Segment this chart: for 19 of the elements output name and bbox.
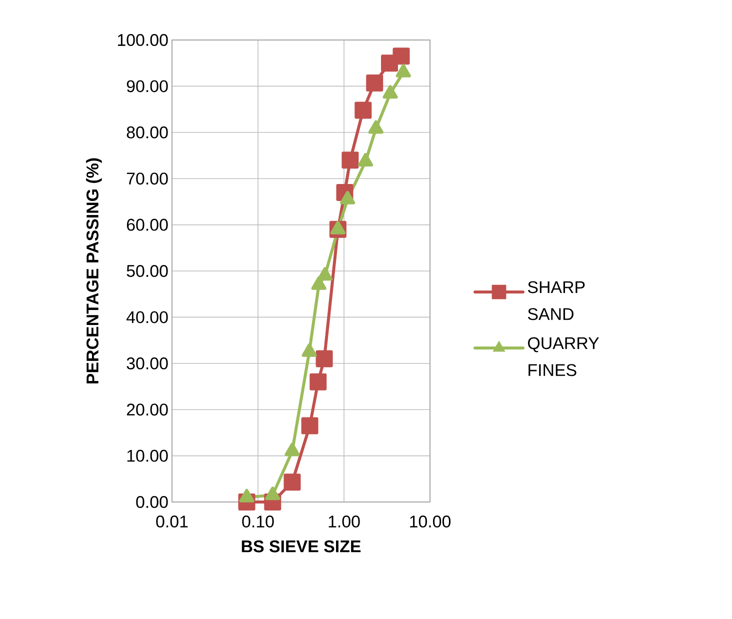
y-tick-label: 80.00 xyxy=(126,126,168,138)
y-tick-label: 70.00 xyxy=(126,172,168,185)
y-tick-label: 0.00 xyxy=(136,496,168,508)
x-tick-label: 0.10 xyxy=(242,516,274,528)
legend-label: SHARP SAND xyxy=(528,281,585,320)
y-axis-title: PERCENTAGE PASSING (%) xyxy=(86,158,102,384)
y-tick-label: 30.00 xyxy=(126,357,168,370)
x-tick-label: 10.00 xyxy=(410,516,451,528)
y-tick-label: 40.00 xyxy=(126,311,168,324)
x-axis-title: BS SIEVE SIZE xyxy=(242,540,361,552)
y-tick-label: 100.00 xyxy=(118,34,168,46)
legend-label: QUARRY FINES xyxy=(528,337,599,376)
y-tick-label: 10.00 xyxy=(127,450,168,462)
x-tick-label: 1.00 xyxy=(328,516,360,528)
x-tick-label: 0.01 xyxy=(156,516,188,528)
y-tick-label: 60.00 xyxy=(126,218,168,231)
y-tick-label: 20.00 xyxy=(126,404,168,416)
y-tick-label: 50.00 xyxy=(126,265,168,277)
y-tick-label: 90.00 xyxy=(126,80,168,92)
